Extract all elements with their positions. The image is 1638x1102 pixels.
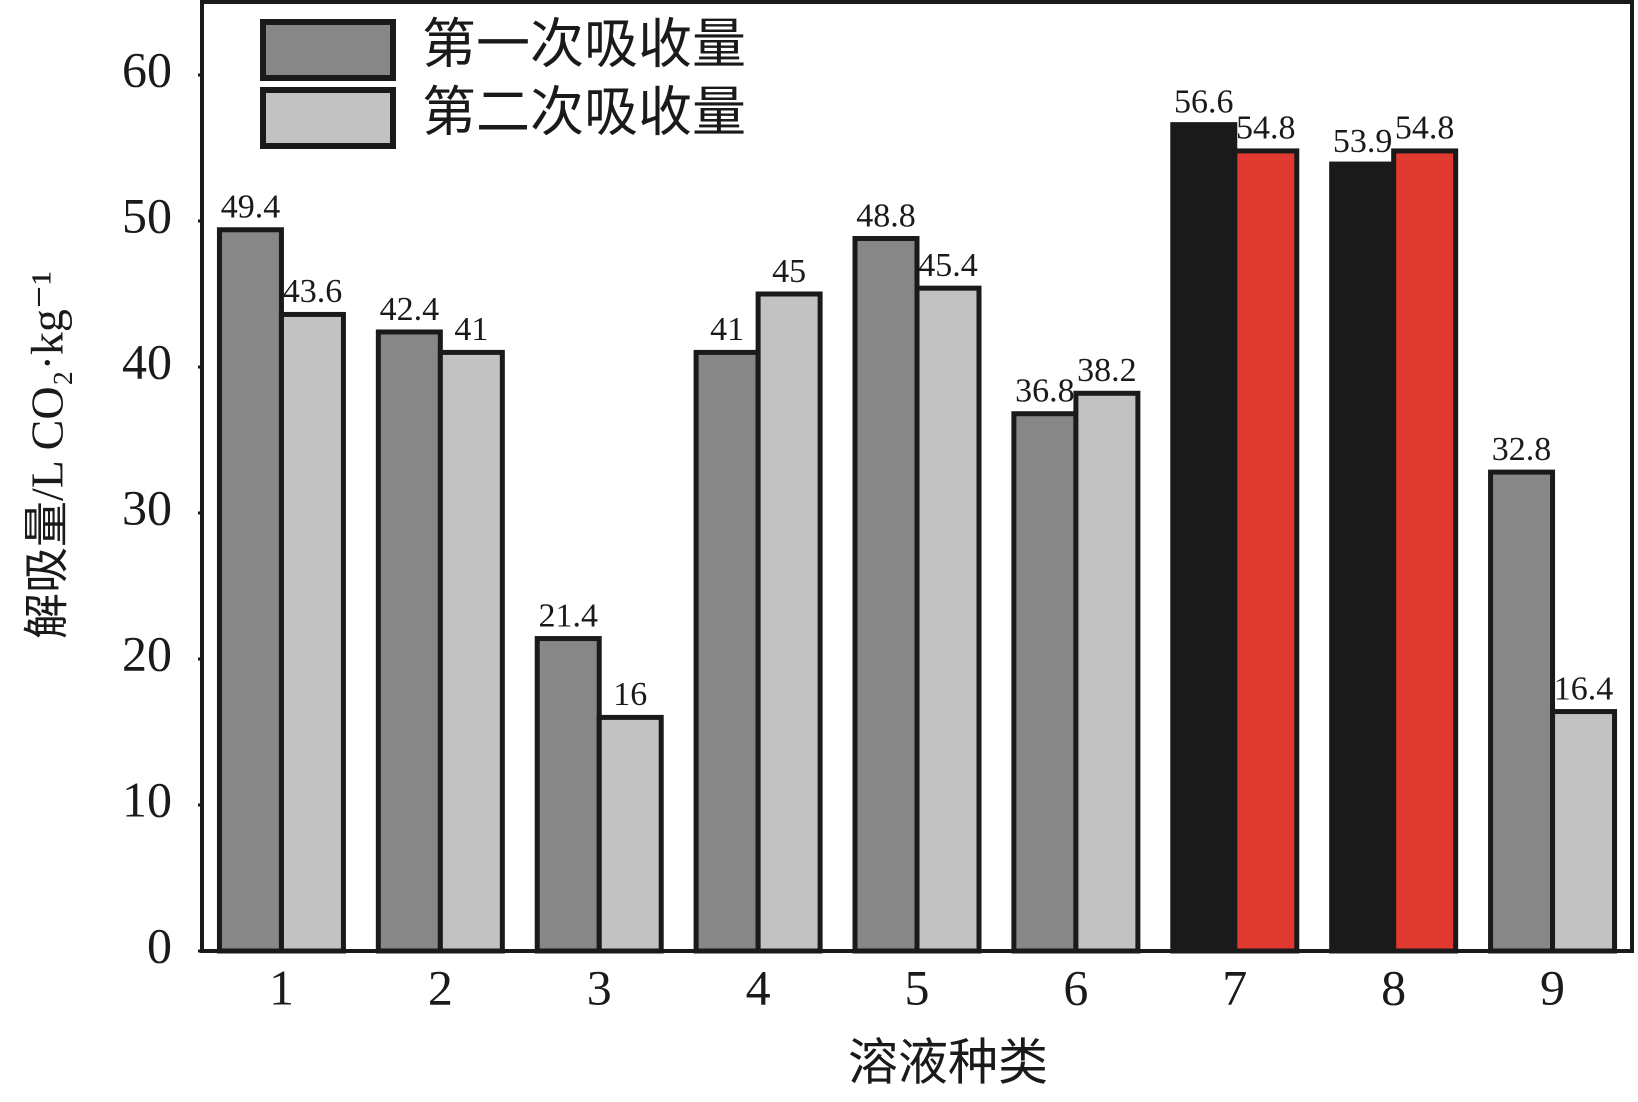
- bar: [596, 714, 664, 954]
- x-tick-label: 9: [1540, 959, 1565, 1015]
- x-tick-label: 5: [905, 959, 930, 1015]
- value-label: 16: [613, 676, 647, 713]
- bar: [755, 291, 823, 954]
- bar: [914, 285, 982, 954]
- bar: [437, 349, 505, 954]
- bar: [1011, 411, 1079, 954]
- bar: [1550, 709, 1618, 954]
- value-label: 53.9: [1333, 123, 1393, 160]
- value-label: 45.4: [918, 247, 978, 284]
- value-label: 45: [772, 253, 806, 290]
- y-tick-label: 10: [122, 771, 172, 827]
- y-tick-label: 60: [122, 41, 172, 97]
- legend-label: 第一次吸收量: [422, 14, 746, 74]
- x-tick-label: 7: [1222, 959, 1247, 1015]
- legend-swatch: [260, 19, 396, 81]
- y-tick-label: 50: [122, 187, 172, 243]
- plot-frame: [200, 0, 1634, 953]
- x-tick-label: 4: [746, 959, 771, 1015]
- value-label: 49.4: [221, 189, 281, 226]
- value-label: 32.8: [1492, 431, 1552, 468]
- x-tick-label: 8: [1381, 959, 1406, 1015]
- y-tick-label: 30: [122, 479, 172, 535]
- y-axis-title: 解吸量/L CO₂·kg⁻¹: [22, 271, 73, 639]
- y-tick-label: 40: [122, 333, 172, 389]
- bar: [1488, 469, 1556, 954]
- value-label: 36.8: [1015, 373, 1075, 410]
- x-tick-label: 3: [587, 959, 612, 1015]
- x-tick-label: 2: [428, 959, 453, 1015]
- value-label: 54.8: [1236, 110, 1296, 147]
- x-tick-label: 1: [269, 959, 294, 1015]
- value-label: 48.8: [856, 197, 916, 234]
- bar: [1329, 161, 1397, 954]
- legend-label: 第二次吸收量: [422, 82, 746, 142]
- bar: [1391, 148, 1459, 954]
- y-tick-label: 20: [122, 625, 172, 681]
- x-axis-title: 溶液种类: [848, 1034, 1048, 1090]
- bar: [278, 311, 346, 954]
- bar: [852, 236, 920, 954]
- bar: [1170, 122, 1238, 954]
- bar: [534, 636, 602, 954]
- value-label: 56.6: [1174, 83, 1234, 120]
- legend-swatch: [260, 87, 396, 149]
- value-label: 42.4: [380, 291, 440, 328]
- bar: [1232, 148, 1300, 954]
- bar: [216, 227, 284, 954]
- value-label: 21.4: [538, 597, 598, 634]
- value-label: 54.8: [1395, 110, 1455, 147]
- bar: [693, 349, 761, 954]
- x-tick-label: 6: [1063, 959, 1088, 1015]
- value-label: 41: [710, 311, 744, 348]
- bar: [1073, 390, 1141, 954]
- value-label: 38.2: [1077, 352, 1137, 389]
- bar: [375, 329, 443, 954]
- value-label: 41: [454, 311, 488, 348]
- value-label: 16.4: [1554, 670, 1614, 707]
- value-label: 43.6: [283, 273, 343, 310]
- y-tick-label: 0: [147, 917, 172, 973]
